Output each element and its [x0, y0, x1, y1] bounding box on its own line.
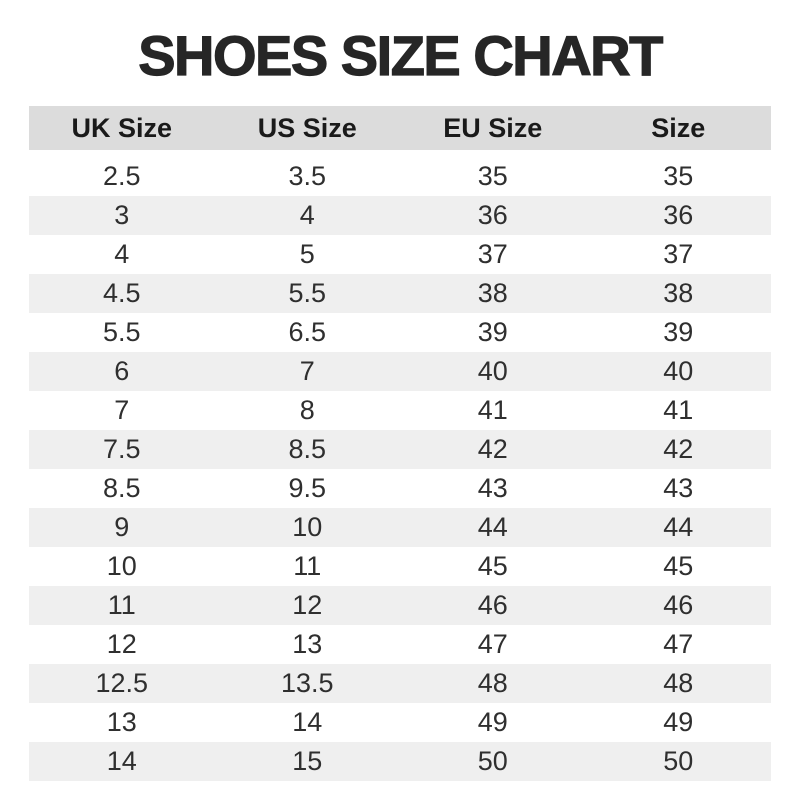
column-header-uk-size: UK Size	[29, 106, 215, 157]
size-cell: 2.5	[102, 161, 141, 191]
size-cell: 44	[663, 512, 694, 542]
size-cell: 46	[663, 590, 694, 620]
size-cell: 38	[477, 278, 508, 308]
size-cell: 35	[477, 161, 508, 191]
size-cell: 45	[477, 551, 508, 581]
size-cell: 39	[663, 317, 694, 347]
size-cell: 4.5	[102, 278, 141, 308]
size-cell: 3	[114, 200, 130, 230]
size-cell: 7	[114, 395, 130, 425]
size-chart-table: UK Size US Size EU Size Size 2.5 3.5 35 35 3 4 36…	[29, 106, 771, 781]
size-cell: 38	[663, 278, 694, 308]
size-cell: 36	[663, 200, 694, 230]
size-cell: 47	[477, 629, 508, 659]
size-cell: 36	[477, 200, 508, 230]
size-cell: 42	[477, 434, 508, 464]
size-cell: 40	[663, 356, 694, 386]
column-header-us-size: US Size	[214, 106, 400, 157]
size-cell: 5	[299, 239, 315, 269]
size-cell: 35	[663, 161, 694, 191]
table-row: 7.5 8.5 42 42	[29, 430, 771, 469]
size-cell: 40	[477, 356, 508, 386]
size-cell: 8.5	[288, 434, 327, 464]
size-cell: 9.5	[288, 473, 327, 503]
size-cell: 11	[293, 551, 322, 581]
table-row: 2.5 3.5 35 35	[29, 153, 771, 196]
size-cell: 4	[114, 239, 130, 269]
size-cell: 50	[663, 746, 694, 776]
table-row: 3 4 36 36	[29, 196, 771, 235]
table-row: 11 12 46 46	[29, 586, 771, 625]
table-row: 7 8 41 41	[29, 391, 771, 430]
size-cell: 44	[477, 512, 508, 542]
column-header-eu-size: EU Size	[400, 106, 586, 157]
table-row: 5.5 6.5 39 39	[29, 313, 771, 352]
size-cell: 50	[477, 746, 508, 776]
size-cell: 6	[114, 356, 130, 386]
size-cell: 12	[292, 590, 323, 620]
size-cell: 9	[114, 512, 130, 542]
size-cell: 37	[663, 239, 694, 269]
size-cell: 8	[299, 395, 315, 425]
size-cell: 13.5	[280, 668, 334, 698]
size-table-body: 2.5 3.5 35 35 3 4 36 36 4 5 37 37 4.5 5.5 38 38 5.5 6.5 39…	[29, 153, 771, 781]
table-row: 12 13 47 47	[29, 625, 771, 664]
size-cell: 15	[292, 746, 323, 776]
size-cell: 49	[477, 707, 508, 737]
size-cell: 41	[663, 395, 694, 425]
size-cell: 37	[477, 239, 508, 269]
size-cell: 11	[107, 590, 136, 620]
page-title: SHOES SIZE CHART	[138, 23, 664, 87]
size-cell: 14	[292, 707, 323, 737]
size-cell: 12.5	[95, 668, 149, 698]
size-cell: 48	[663, 668, 694, 698]
size-cell: 6.5	[288, 317, 327, 347]
size-cell: 46	[477, 590, 508, 620]
size-cell: 10	[292, 512, 323, 542]
size-cell: 49	[663, 707, 694, 737]
size-cell: 3.5	[288, 161, 327, 191]
size-cell: 8.5	[102, 473, 141, 503]
size-cell: 10	[106, 551, 137, 581]
size-cell: 13	[106, 707, 137, 737]
table-row: 9 10 44 44	[29, 508, 771, 547]
table-row: 12.5 13.5 48 48	[29, 664, 771, 703]
column-header-size: Size	[585, 106, 771, 157]
size-cell: 43	[477, 473, 508, 503]
size-cell: 43	[663, 473, 694, 503]
size-cell: 7.5	[102, 434, 141, 464]
size-cell: 47	[663, 629, 694, 659]
size-cell: 5.5	[102, 317, 141, 347]
size-cell: 12	[106, 629, 137, 659]
table-row: 13 14 49 49	[29, 703, 771, 742]
table-row: 14 15 50 50	[29, 742, 771, 781]
size-table-head: UK Size US Size EU Size Size	[29, 106, 771, 157]
size-cell: 48	[477, 668, 508, 698]
size-cell: 4	[299, 200, 315, 230]
table-row: 8.5 9.5 43 43	[29, 469, 771, 508]
size-cell: 45	[663, 551, 694, 581]
size-cell: 13	[292, 629, 323, 659]
table-row: 4 5 37 37	[29, 235, 771, 274]
table-row: 4.5 5.5 38 38	[29, 274, 771, 313]
size-cell: 42	[663, 434, 694, 464]
size-cell: 7	[299, 356, 315, 386]
size-cell: 5.5	[288, 278, 327, 308]
header-row: UK Size US Size EU Size Size	[29, 106, 771, 157]
table-row: 10 11 45 45	[29, 547, 771, 586]
size-cell: 39	[477, 317, 508, 347]
table-row: 6 7 40 40	[29, 352, 771, 391]
size-cell: 41	[477, 395, 508, 425]
size-cell: 14	[106, 746, 137, 776]
